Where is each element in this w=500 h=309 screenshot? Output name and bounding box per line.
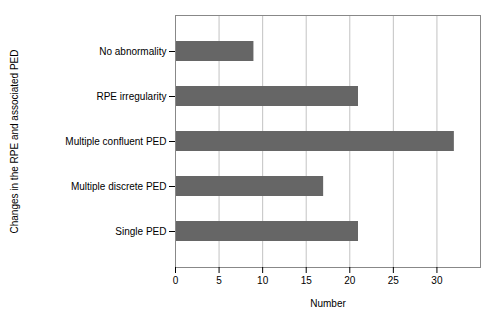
svg-text:20: 20 [344, 275, 356, 286]
svg-text:Multiple discrete PED: Multiple discrete PED [71, 181, 167, 192]
svg-text:Number: Number [310, 298, 346, 309]
svg-text:RPE irregularity: RPE irregularity [96, 91, 166, 102]
svg-text:10: 10 [257, 275, 269, 286]
svg-text:15: 15 [301, 275, 313, 286]
svg-text:30: 30 [431, 275, 443, 286]
svg-text:5: 5 [216, 275, 222, 286]
svg-text:Changes in the RPE and associa: Changes in the RPE and associated PED [9, 50, 20, 234]
svg-text:Multiple confluent PED: Multiple confluent PED [65, 136, 166, 147]
svg-text:Single PED: Single PED [115, 226, 166, 237]
svg-text:0: 0 [173, 275, 179, 286]
svg-text:No abnormality: No abnormality [99, 46, 166, 57]
svg-text:25: 25 [388, 275, 400, 286]
